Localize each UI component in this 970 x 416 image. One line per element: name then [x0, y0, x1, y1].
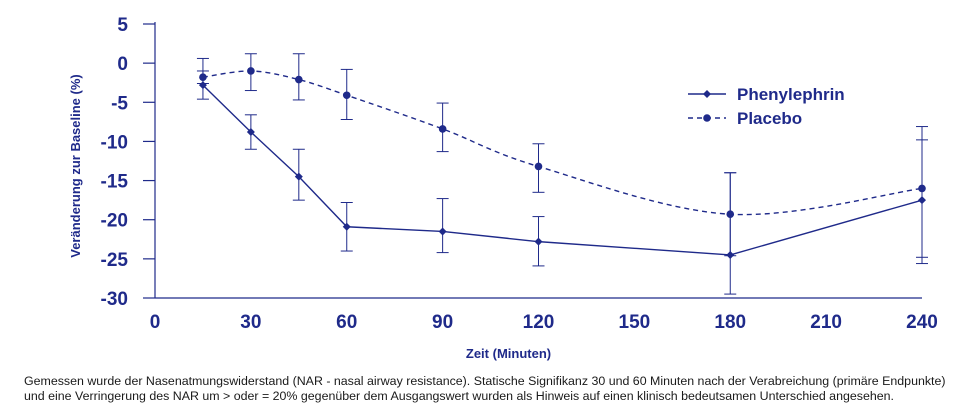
x-tick-label: 60 [336, 312, 357, 333]
x-tick-label: 150 [619, 312, 651, 333]
x-tick-label: 30 [240, 312, 261, 333]
legend-label: Placebo [737, 109, 802, 128]
phenylephrin-marker [246, 128, 255, 137]
placebo-marker [534, 162, 543, 171]
x-tick-label: 210 [810, 312, 842, 333]
legend-marker [703, 90, 711, 98]
legend-item-phenylephrin: Phenylephrin [688, 85, 845, 104]
caption-line-2: und eine Verringerung des NAR um > oder … [24, 389, 894, 403]
y-axis-title: Veränderung zur Baseline (%) [68, 74, 83, 258]
x-tick-label: 240 [906, 312, 938, 333]
phenylephrin-marker [726, 250, 735, 259]
y-tick-label: -20 [101, 211, 128, 232]
y-tick-label: 5 [117, 15, 128, 36]
chart: 5 0 -5 -10 -15 -20 -25 -30 0 30 60 90 120 150 180 210 24… [68, 15, 938, 361]
legend-label: Phenylephrin [737, 85, 845, 104]
placebo-marker [726, 210, 735, 219]
caption-line-1: Gemessen wurde der Nasenatmungswiderstan… [24, 374, 946, 388]
phenylephrin-marker [198, 81, 207, 90]
axes: 5 0 -5 -10 -15 -20 -25 -30 0 30 60 90 120 150 180 210 24… [68, 15, 938, 361]
phenylephrin-marker [294, 172, 303, 181]
x-tick-label: 0 [150, 312, 161, 333]
data-markers [198, 67, 926, 259]
y-tick-label: -15 [101, 172, 129, 193]
x-tick-label: 90 [432, 312, 453, 333]
placebo-marker [438, 125, 447, 133]
legend-item-placebo: Placebo [688, 109, 802, 128]
y-tick-label: -10 [101, 132, 128, 153]
caption: Gemessen wurde der Nasenatmungswiderstan… [24, 374, 964, 404]
phenylephrin-marker [438, 227, 447, 236]
placebo-marker [342, 91, 351, 100]
x-tick-label: 120 [523, 312, 555, 333]
y-tick-label: -5 [111, 93, 128, 114]
placebo-marker [247, 67, 255, 75]
x-tick-label: 180 [714, 312, 746, 333]
phenylephrin-error-bar [436, 198, 449, 254]
placebo-error-bar [916, 126, 928, 265]
placebo-marker [199, 73, 207, 82]
y-tick-label: 0 [117, 54, 128, 75]
placebo-marker [918, 184, 926, 193]
phenylephrin-marker [918, 196, 926, 205]
y-tick-label: -25 [101, 250, 129, 271]
legend: Phenylephrin Placebo [688, 85, 845, 128]
y-tick-label: -30 [101, 289, 128, 310]
phenylephrin-marker [534, 237, 543, 246]
x-axis-title: Zeit (Minuten) [466, 346, 551, 361]
phenylephrin-line [202, 84, 923, 256]
placebo-marker [295, 75, 303, 84]
legend-marker [703, 114, 711, 122]
phenylephrin-marker [342, 222, 351, 231]
